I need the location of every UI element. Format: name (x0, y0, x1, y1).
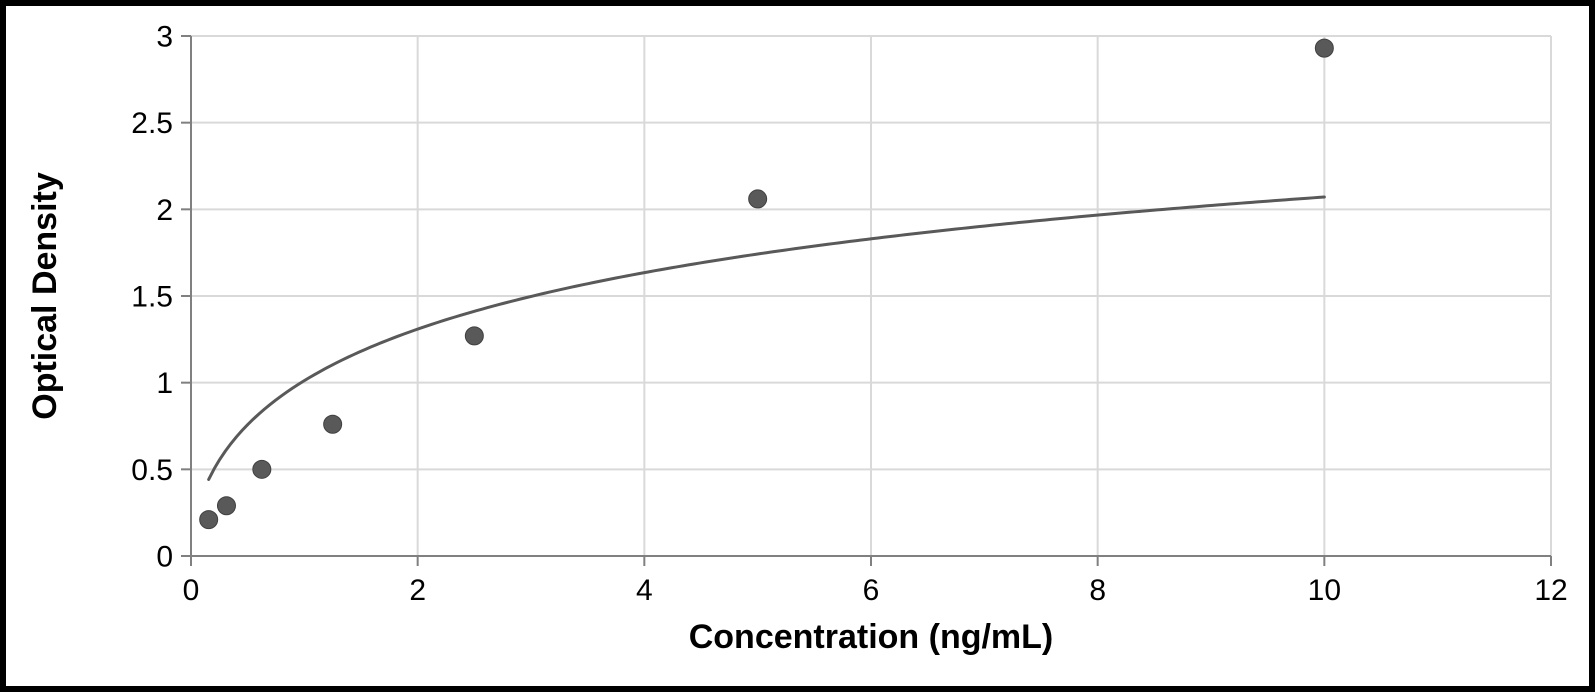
y-tick-label: 0.5 (131, 454, 173, 487)
chart-svg: 0 2 4 6 8 10 12 0 0.5 1 1.5 2 2.5 3 Concentration (ng/… (16, 16, 1579, 676)
data-point (253, 460, 271, 478)
y-tick-label: 1 (156, 367, 173, 400)
chart-frame: 0 2 4 6 8 10 12 0 0.5 1 1.5 2 2.5 3 Concentration (ng/… (0, 0, 1595, 692)
data-point (324, 415, 342, 433)
data-point (217, 497, 235, 515)
x-tick-label: 6 (863, 574, 880, 607)
data-point (1315, 39, 1333, 57)
x-tick-label: 8 (1089, 574, 1106, 607)
y-axis-title: Optical Density (26, 172, 64, 420)
y-tick-label: 2.5 (131, 107, 173, 140)
y-tick-label: 3 (156, 21, 173, 54)
y-tick-label: 1.5 (131, 281, 173, 314)
x-tick-label: 4 (636, 574, 653, 607)
chart-bg (16, 16, 1579, 676)
y-tick-label: 2 (156, 194, 173, 227)
data-point (200, 511, 218, 529)
x-tick-label: 0 (183, 574, 200, 607)
x-tick-label: 12 (1534, 574, 1567, 607)
y-tick-label: 0 (156, 541, 173, 574)
x-tick-label: 2 (409, 574, 426, 607)
x-axis-title: Concentration (ng/mL) (689, 618, 1054, 656)
chart-area: 0 2 4 6 8 10 12 0 0.5 1 1.5 2 2.5 3 Concentration (ng/… (16, 16, 1579, 676)
data-point (465, 327, 483, 345)
data-point (749, 190, 767, 208)
x-tick-label: 10 (1308, 574, 1341, 607)
